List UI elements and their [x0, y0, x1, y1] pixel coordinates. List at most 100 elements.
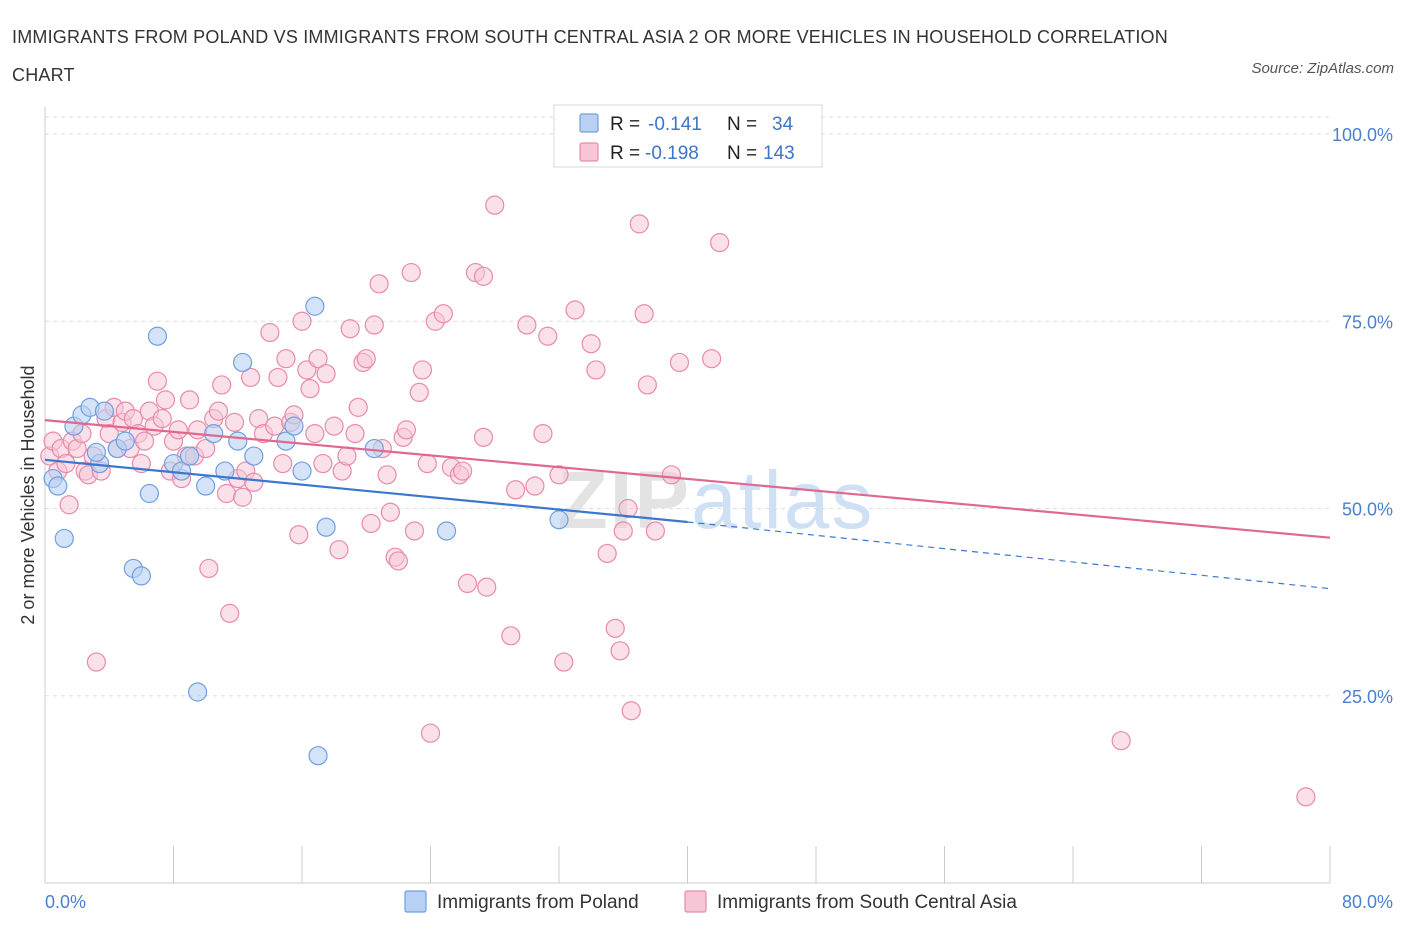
data-point-asia: [276, 349, 296, 369]
data-point-asia: [661, 465, 682, 485]
data-point-poland: [187, 682, 208, 702]
data-point-asia: [313, 453, 333, 474]
legend-poland-n-value: 34: [772, 114, 794, 135]
data-point-poland: [305, 296, 325, 316]
data-point-poland: [131, 566, 151, 586]
data-point-asia: [324, 416, 344, 436]
data-point-asia: [586, 360, 606, 380]
data-point-asia: [538, 326, 558, 346]
data-point-asia: [618, 498, 638, 519]
data-point-asia: [196, 438, 216, 459]
legend-poland-n-label: N =: [727, 114, 757, 135]
data-point-asia: [289, 525, 309, 545]
data-point-asia: [86, 652, 107, 672]
data-point-asia: [645, 521, 665, 541]
data-point-asia: [485, 195, 505, 215]
bottom-legend-swatch-asia: [684, 890, 707, 913]
data-point-asia: [224, 412, 245, 432]
legend-asia-n-label: N =: [727, 143, 757, 164]
data-point-asia: [345, 424, 365, 444]
data-point-asia: [364, 315, 384, 335]
legend-swatch-poland: [579, 113, 599, 133]
x-tick-label: 80.0%: [1342, 892, 1393, 912]
data-point-poland: [48, 476, 68, 496]
bottom-legend-poland-label: Immigrants from Poland: [437, 892, 639, 913]
data-point-asia: [348, 397, 368, 417]
data-point-poland: [228, 431, 248, 451]
trend-line-asia: [44, 419, 1331, 539]
data-point-asia: [621, 701, 641, 721]
legend-poland-r-value: -0.141: [648, 114, 702, 135]
legend-poland-r-label: R =: [610, 114, 640, 135]
data-point-asia: [396, 420, 417, 440]
data-point-poland: [179, 446, 200, 466]
data-point-poland: [244, 446, 264, 466]
data-point-asia: [477, 577, 497, 597]
data-point-asia: [208, 401, 229, 421]
data-point-asia: [388, 551, 408, 571]
data-point-asia: [356, 349, 376, 369]
data-point-asia: [525, 476, 545, 496]
data-point-poland: [204, 424, 224, 444]
data-point-asia: [634, 304, 654, 324]
data-point-asia: [244, 472, 264, 492]
data-point-asia: [59, 495, 79, 515]
data-point-poland: [436, 521, 457, 541]
data-point-asia: [554, 652, 574, 672]
data-point-asia: [199, 558, 219, 579]
legend: R = -0.141 N = 34 R = -0.198 N = 143: [553, 104, 823, 168]
legend-asia-r-value: -0.198: [645, 143, 699, 164]
watermark: ZIPatlas: [558, 455, 875, 546]
data-point-poland: [94, 401, 115, 421]
x-tick-labels: 0.0% 80.0%: [45, 892, 1393, 912]
data-point-asia: [565, 300, 585, 320]
data-point-asia: [168, 420, 188, 440]
data-point-asia: [155, 390, 176, 410]
data-point-asia: [401, 262, 421, 283]
data-point-poland: [316, 517, 336, 537]
data-point-poland: [215, 461, 235, 481]
data-point-poland: [54, 528, 74, 549]
data-point-asia: [533, 424, 553, 444]
data-point-asia: [305, 424, 325, 444]
data-point-poland: [86, 442, 107, 462]
y-tick-label: 75.0%: [1342, 312, 1393, 332]
bottom-legend: Immigrants from Poland Immigrants from S…: [404, 890, 1017, 913]
data-point-asia: [501, 626, 521, 646]
legend-asia-n-value: 143: [763, 143, 795, 164]
data-point-asia: [300, 379, 320, 399]
data-point-poland: [115, 431, 135, 451]
data-point-asia: [241, 367, 261, 388]
data-point-asia: [56, 453, 76, 474]
data-point-poland: [232, 352, 253, 373]
data-point-asia: [613, 521, 633, 541]
data-point-asia: [420, 723, 441, 743]
chart-title: IMMIGRANTS FROM POLAND VS IMMIGRANTS FRO…: [12, 27, 1168, 85]
data-point-asia: [473, 266, 494, 286]
bottom-legend-asia-label: Immigrants from South Central Asia: [717, 892, 1017, 913]
data-point-asia: [417, 453, 437, 474]
data-point-asia: [610, 641, 630, 661]
data-point-asia: [99, 424, 119, 444]
data-point-asia: [187, 420, 208, 440]
data-point-asia: [701, 349, 722, 369]
data-point-asia: [473, 427, 494, 447]
data-point-asia: [268, 367, 288, 388]
data-point-asia: [179, 390, 200, 410]
data-point-asia: [308, 349, 328, 369]
data-point-asia: [453, 461, 473, 481]
data-point-poland: [147, 326, 168, 346]
data-point-asia: [637, 375, 657, 395]
data-point-asia: [152, 409, 172, 429]
y-tick-label: 25.0%: [1342, 687, 1393, 707]
data-point-asia: [340, 319, 360, 339]
data-point-asia: [361, 513, 381, 534]
data-point-asia: [710, 233, 730, 253]
data-point-poland: [139, 483, 160, 504]
data-point-asia: [232, 487, 253, 507]
axes: [44, 107, 1331, 884]
data-point-asia: [597, 543, 617, 564]
data-point-asia: [1111, 731, 1131, 751]
